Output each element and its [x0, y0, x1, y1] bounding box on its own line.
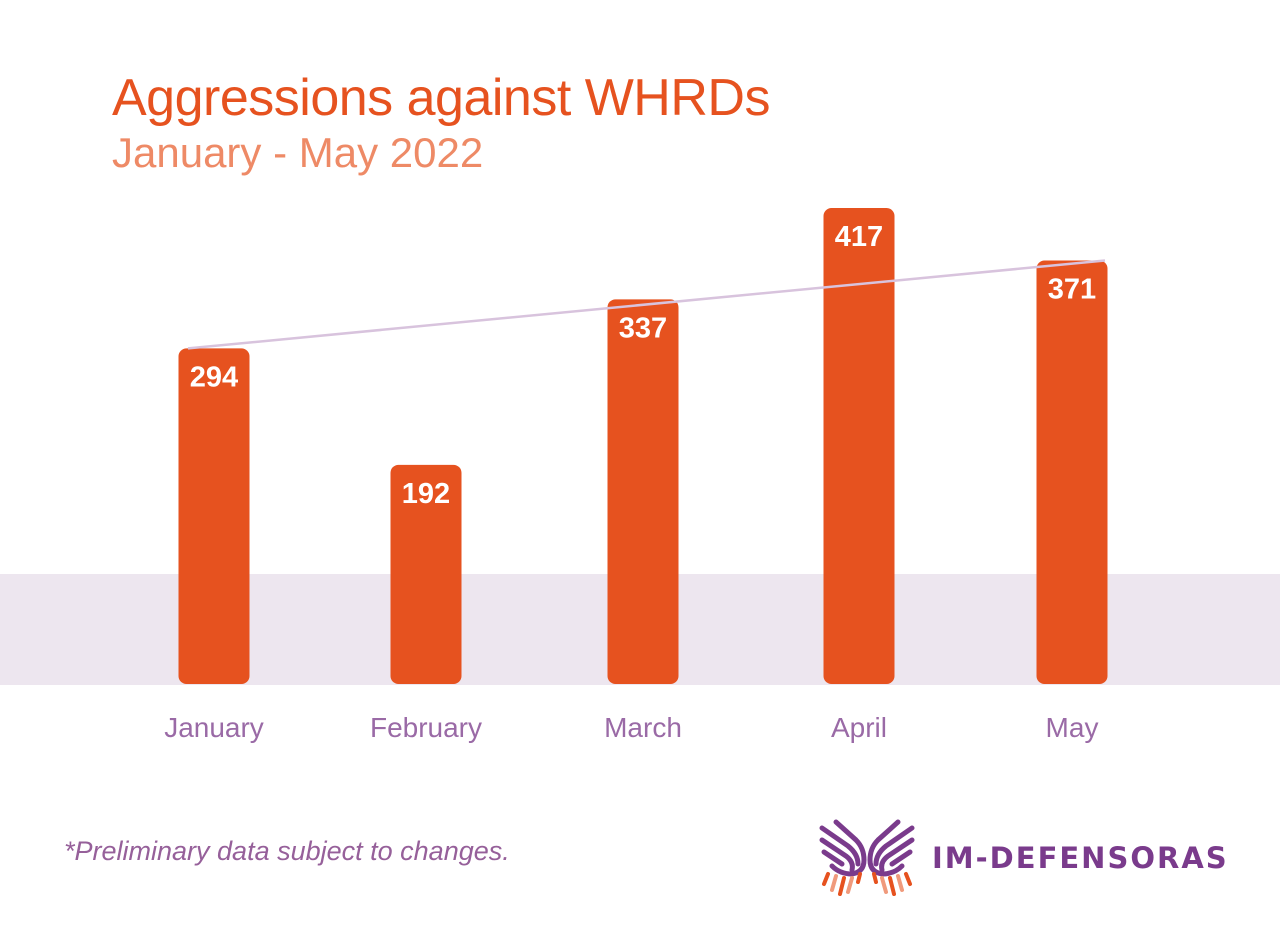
bar-february	[390, 464, 462, 684]
category-label: May	[1046, 712, 1099, 743]
chart-title: Aggressions against WHRDs	[112, 69, 770, 127]
category-label: April	[831, 712, 887, 743]
data-label: 417	[835, 221, 883, 253]
hands-icon	[819, 819, 915, 896]
data-label: 337	[619, 312, 667, 344]
bar-april	[823, 208, 895, 684]
category-label: February	[370, 712, 482, 743]
bar-january	[178, 348, 250, 684]
chart-subtitle: January - May 2022	[112, 129, 484, 176]
data-label: 192	[402, 478, 450, 510]
logo: IM-DEFENSORAS	[818, 818, 1229, 898]
data-label: 294	[190, 361, 238, 393]
footnote: *Preliminary data subject to changes.	[64, 836, 510, 866]
logo-text: IM-DEFENSORAS	[932, 841, 1229, 875]
data-label: 371	[1048, 274, 1096, 306]
trend-line	[187, 259, 1106, 350]
bar-may	[1036, 260, 1108, 684]
category-label: March	[604, 712, 682, 743]
category-label: January	[164, 712, 264, 743]
bar-march	[607, 299, 679, 684]
